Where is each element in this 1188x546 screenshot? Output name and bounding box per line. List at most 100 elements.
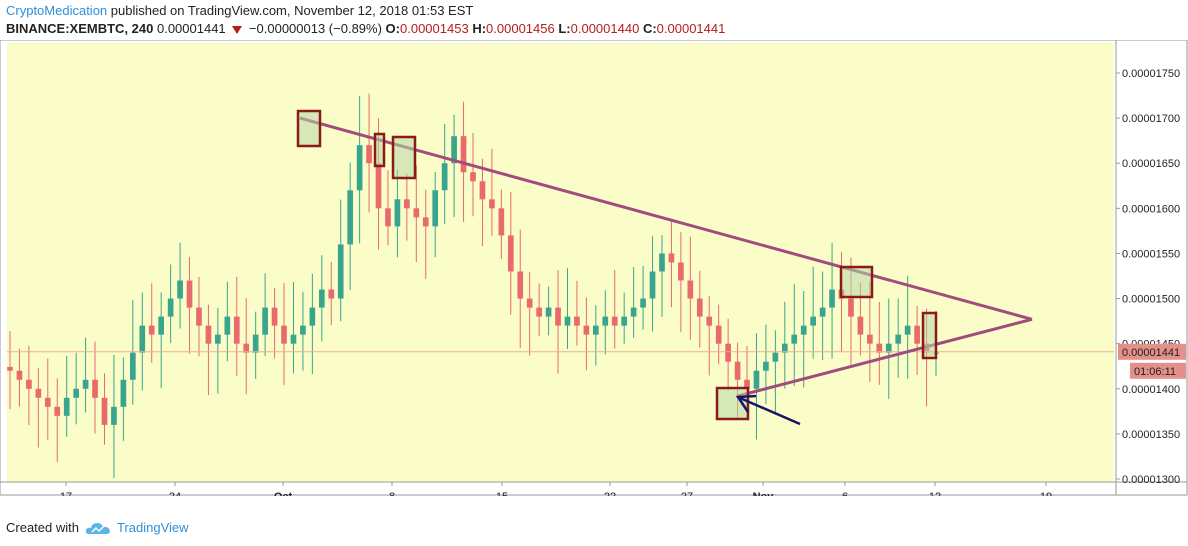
candle-body bbox=[687, 280, 694, 299]
candle bbox=[772, 330, 779, 413]
candle-body bbox=[167, 298, 174, 317]
candle bbox=[781, 301, 788, 389]
y-tick-label: 0.00001750 bbox=[1122, 68, 1180, 80]
open-value: 0.00001453 bbox=[400, 21, 469, 36]
candle bbox=[498, 189, 505, 260]
candle bbox=[177, 242, 183, 329]
candle-body bbox=[602, 316, 609, 326]
candle bbox=[35, 367, 42, 448]
candle-body bbox=[441, 163, 448, 191]
candle-body bbox=[649, 271, 656, 299]
candle-body bbox=[196, 307, 202, 326]
candle bbox=[753, 333, 760, 440]
candle bbox=[715, 304, 722, 365]
published-text: published on TradingView.com, November 1… bbox=[110, 3, 474, 18]
candle bbox=[54, 378, 61, 463]
candle bbox=[763, 324, 769, 404]
candle bbox=[526, 272, 533, 356]
x-tick-label: 15 bbox=[496, 491, 508, 496]
candle-body bbox=[564, 316, 571, 326]
close-label: C: bbox=[642, 21, 657, 36]
candle bbox=[422, 189, 429, 279]
y-tick-label: 0.00001400 bbox=[1122, 384, 1180, 396]
candle-body bbox=[120, 379, 127, 407]
candle bbox=[800, 291, 807, 388]
candle bbox=[281, 283, 287, 386]
candle bbox=[215, 307, 221, 394]
candle bbox=[413, 165, 420, 263]
candle bbox=[706, 295, 713, 376]
candle-body bbox=[205, 325, 212, 344]
price-chart[interactable]: 0.00001750 0.00001700 0.00001650 0.00001600… bbox=[0, 40, 1188, 496]
candle-body bbox=[422, 217, 429, 227]
candle-body bbox=[271, 307, 278, 326]
tradingview-link[interactable]: TradingView bbox=[116, 520, 189, 535]
price-change: −0.00000013 (−0.89%) bbox=[248, 21, 382, 36]
y-tick-label: 0.00001350 bbox=[1122, 429, 1180, 441]
high-label: H: bbox=[472, 21, 487, 36]
chart-border bbox=[0, 40, 1188, 496]
author-link[interactable]: CryptoMedication bbox=[6, 3, 108, 18]
y-tick-label: 0.00001550 bbox=[1122, 248, 1180, 260]
y-tick-label: 0.00001650 bbox=[1122, 158, 1180, 170]
candle bbox=[668, 219, 675, 308]
candle-body bbox=[800, 325, 807, 335]
candle bbox=[300, 291, 306, 371]
candle bbox=[574, 280, 580, 346]
candle bbox=[885, 298, 892, 399]
candle-body bbox=[148, 325, 155, 335]
footer: Created with TradingView bbox=[6, 520, 189, 535]
candle-body bbox=[7, 366, 13, 371]
candle-body bbox=[451, 136, 457, 164]
x-tick-label: 8 bbox=[389, 491, 395, 496]
candle-body bbox=[507, 235, 514, 272]
candle-body bbox=[233, 316, 240, 344]
candle-body bbox=[630, 307, 637, 317]
ohlc-line: BINANCE:XEMBTC, 240 0.00001441 −0.000000… bbox=[6, 21, 725, 36]
candle bbox=[687, 236, 694, 340]
candle-body bbox=[139, 325, 146, 353]
candle bbox=[791, 283, 798, 387]
candle-body bbox=[130, 352, 136, 380]
candle bbox=[555, 270, 561, 374]
candle bbox=[130, 300, 136, 405]
candle bbox=[593, 305, 599, 366]
candle-body bbox=[309, 307, 316, 326]
countdown-text: 01:06:11 bbox=[1134, 366, 1176, 378]
candle bbox=[44, 358, 51, 440]
candle bbox=[385, 170, 391, 246]
annotation-arrow bbox=[739, 396, 801, 426]
highlight-box bbox=[391, 135, 417, 180]
x-tick-label: 6 bbox=[842, 491, 848, 496]
candle bbox=[111, 354, 117, 478]
candles-group bbox=[7, 93, 939, 478]
ascending-trendline bbox=[737, 317, 1033, 398]
candle-body bbox=[772, 352, 779, 362]
candle-body bbox=[715, 325, 722, 344]
candle bbox=[404, 173, 410, 241]
candle bbox=[139, 292, 146, 391]
current-price-tag bbox=[1118, 343, 1186, 360]
candle-body bbox=[498, 208, 505, 236]
candle bbox=[432, 171, 439, 258]
candle bbox=[26, 345, 32, 426]
candle-body bbox=[819, 307, 826, 317]
candle-body bbox=[243, 343, 250, 353]
candle-body bbox=[347, 190, 353, 245]
candle-body bbox=[696, 298, 703, 317]
candle bbox=[309, 273, 316, 374]
candle bbox=[347, 162, 353, 291]
descending-trendline bbox=[299, 116, 1033, 321]
candle-body bbox=[479, 181, 486, 200]
candle bbox=[290, 282, 297, 374]
candle bbox=[252, 311, 259, 379]
candle-body bbox=[517, 271, 524, 299]
candle-body bbox=[26, 379, 32, 389]
candle-body bbox=[224, 316, 231, 335]
candle-body bbox=[659, 253, 665, 272]
open-label: O: bbox=[385, 21, 400, 36]
candle bbox=[82, 337, 89, 413]
candle bbox=[366, 93, 372, 213]
candle bbox=[829, 243, 835, 359]
candle bbox=[904, 275, 911, 379]
